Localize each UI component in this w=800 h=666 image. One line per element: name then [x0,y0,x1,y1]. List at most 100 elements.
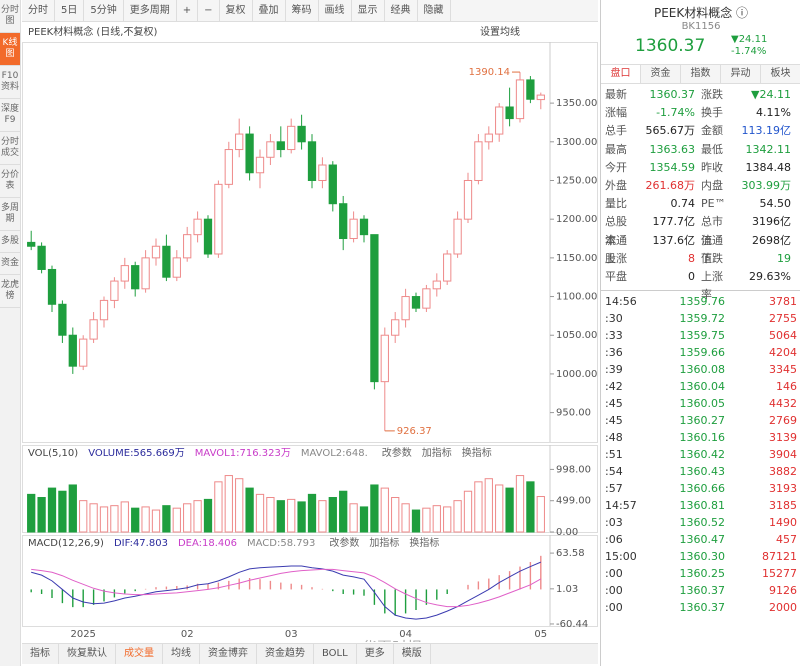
volume-bar [89,503,98,533]
quote-tab[interactable]: 资金 [641,65,681,83]
chart-title: PEEK材料概念 (日线,不复权) [28,25,157,38]
indicator-label: MAVOL2:648. [301,448,368,459]
toolbar-button[interactable]: 画线 [319,0,352,21]
sidebar-item[interactable]: K线图 [0,33,20,66]
bottom-tab[interactable]: 均线 [163,644,200,664]
trade-row: :03 1360.52 1490 [601,514,800,531]
toolbar-button[interactable]: 5分钟 [84,0,124,21]
sidebar-item[interactable]: 多股 [0,231,20,253]
indicator-button[interactable]: 改参数 [382,446,412,459]
volume-bar [255,493,265,533]
quote-tab[interactable]: 指数 [681,65,721,83]
indicator-button[interactable]: 加指标 [369,536,399,549]
bottom-tab[interactable]: 恢复默认 [59,644,116,664]
candle-body [515,79,525,120]
candle-body [58,303,67,336]
sidebar-item[interactable]: 多周期 [0,198,20,231]
trade-row: :00 1360.37 9126 [601,582,800,599]
bottom-tab[interactable]: 模版 [394,644,431,664]
trade-row: :45 1360.27 2769 [601,412,800,429]
indicator-label: DIF:47.803 [114,538,168,549]
bottom-tab[interactable]: 资金趋势 [257,644,314,664]
trade-time: :54 [605,465,623,479]
stat-row: 最新 1360.37 涨跌 ▼24.11 [601,86,800,104]
trade-volume: 1490 [769,516,797,530]
indicator-button[interactable]: 换指标 [462,446,492,459]
indicator-button[interactable]: 加指标 [422,446,452,459]
trade-time: :42 [605,380,623,394]
toolbar: 分时 5日 5分钟 更多周期 + − 复权 叠加 筹码 画线 显示 经典 隐藏 [22,0,598,22]
trade-volume: 457 [776,533,797,547]
toolbar-button[interactable]: 更多周期 [124,0,177,21]
y-tick-label: 1150.00 [556,253,597,264]
trade-row: :48 1360.16 3139 [601,429,800,446]
trade-volume: 3185 [769,499,797,513]
bottom-tab[interactable]: 更多 [357,644,394,664]
volume-bar [203,498,213,533]
trades: 14:56 1359.76 3781:30 1359.72 2755:33 1359.75… [601,291,800,616]
candle-body [505,106,514,120]
candle-body [391,319,400,336]
quote-tab[interactable]: 异动 [721,65,761,83]
ma-setting[interactable]: 设置均线 [480,25,520,38]
candle-body [162,245,171,278]
toolbar-button[interactable]: 显示 [352,0,385,21]
stat-value: 1354.59 [649,160,696,174]
stat-label: 最新 [605,88,627,101]
toolbar-button[interactable]: 经典 [385,0,418,21]
y-tick-label: 998.00 [556,464,591,475]
sidebar-item[interactable]: F10资料 [0,66,20,99]
macd-line [31,561,541,620]
volume-bar [37,497,46,533]
y-tick-label: 1000.00 [556,369,597,380]
sidebar-item[interactable]: 分价表 [0,165,20,198]
stat-value: -1.74% [656,106,695,120]
volume-bar [318,500,327,533]
bottom-tab[interactable]: 资金博弈 [200,644,257,664]
quote-tab[interactable]: 盘口 [601,65,641,83]
y-tick-label: 1250.00 [556,175,597,186]
y-tick-label: 1200.00 [556,214,597,225]
indicator-label: MACD:58.793 [247,538,315,549]
stat-label: 最高 [605,142,627,156]
sidebar-item[interactable]: 龙虎榜 [0,275,20,308]
bottom-tab[interactable]: BOLL [314,644,357,664]
trade-row: 14:56 1359.76 3781 [601,293,800,310]
trade-row: 15:00 1360.30 87121 [601,548,800,565]
toolbar-button[interactable]: 隐藏 [418,0,451,21]
toolbar-button[interactable]: 分时 [22,0,55,21]
sidebar-item[interactable]: 深度F9 [0,99,20,132]
candle-body [495,106,504,135]
sidebar-item[interactable]: 分时成交 [0,132,20,165]
stat-value: 3196亿 [752,215,791,229]
candle-body [276,141,285,151]
trade-volume: 3882 [769,465,797,479]
sidebar-item[interactable]: 资金 [0,253,20,275]
candle-body [422,288,431,309]
candle-body [297,125,306,143]
indicator-button[interactable]: 换指标 [409,536,439,549]
toolbar-button[interactable]: 叠加 [253,0,286,21]
toolbar-button[interactable]: + [177,0,199,21]
toolbar-button[interactable]: 复权 [220,0,253,21]
stat-value: 0.74 [670,197,696,211]
volume-bar [526,481,535,533]
bottom-tab[interactable]: 指标 [22,644,59,664]
x-tick-label: 02 [181,629,194,640]
quote-code: BK1156 [681,21,721,32]
stat-value: 177.7亿 [652,215,696,229]
indicator-button[interactable]: 改参数 [329,536,359,549]
toolbar-button[interactable]: 5日 [55,0,85,21]
quote-tab[interactable]: 板块 [761,65,800,83]
sidebar-item[interactable]: 分时图 [0,0,20,33]
stat-value: 4.11% [756,106,791,120]
toolbar-button[interactable]: 筹码 [286,0,319,21]
bottom-tab[interactable]: 成交量 [116,644,163,664]
volume-bar [505,487,514,533]
candle-body [307,141,317,181]
y-tick-label: 0.00 [556,527,578,538]
toolbar-button[interactable]: − [198,0,220,21]
stat-value: 1384.48 [745,160,792,174]
trade-price: 1360.08 [679,363,726,377]
volume-bar [495,484,504,533]
